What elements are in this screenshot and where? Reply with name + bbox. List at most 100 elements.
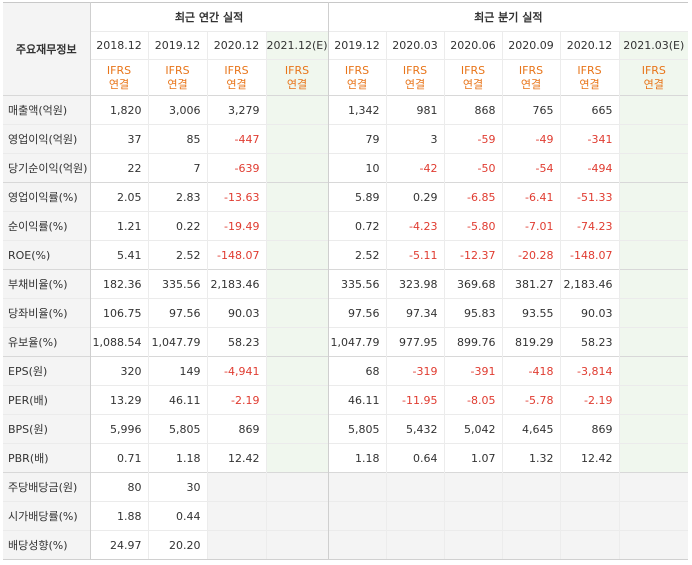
- value-cell: [618, 327, 689, 357]
- value-cell: 869: [559, 414, 620, 444]
- value-cell: 0.22: [147, 211, 207, 241]
- value-cell: 13.29: [89, 385, 148, 415]
- value-cell: 381.27: [501, 269, 561, 299]
- value-cell: -8.05: [443, 385, 503, 415]
- ifrs-line1: IFRS: [224, 63, 249, 77]
- row-label: 당좌비율(%): [3, 298, 90, 328]
- value-cell: 95.83: [443, 298, 503, 328]
- value-cell: -148.07: [559, 240, 620, 270]
- value-cell: 3: [385, 124, 445, 154]
- value-cell: 2,183.46: [559, 269, 620, 299]
- value-cell: 24.97: [89, 530, 148, 560]
- value-cell: 899.76: [443, 327, 503, 357]
- table-row: ROE(%) 5.41 2.52 -148.07 2.52 -5.11 -12.37 -20.…: [3, 240, 689, 270]
- value-cell: -50: [443, 153, 503, 183]
- ifrs-line2: 연결: [579, 77, 600, 91]
- value-cell: 90.03: [206, 298, 266, 328]
- value-cell: [265, 269, 329, 299]
- table-row: 순이익률(%) 1.21 0.22 -19.49 0.72 -4.23 -5.80 -7.01…: [3, 211, 689, 241]
- value-cell: 22: [89, 153, 148, 183]
- ifrs-label-quarter-2: IFRS 연결: [443, 59, 503, 96]
- value-cell: [206, 472, 266, 502]
- value-cell: [206, 501, 266, 531]
- ifrs-line1: IFRS: [344, 63, 370, 77]
- value-cell: [618, 211, 689, 241]
- value-cell: 4,645: [501, 414, 561, 444]
- value-cell: 765: [501, 95, 561, 125]
- value-cell: 2.05: [89, 182, 148, 212]
- value-cell: [265, 414, 329, 444]
- ifrs-label-annual-2: IFRS 연결: [206, 59, 266, 96]
- value-cell: [265, 327, 329, 357]
- value-cell: [327, 530, 387, 560]
- value-cell: 1,820: [89, 95, 148, 125]
- value-cell: 819.29: [501, 327, 561, 357]
- value-cell: [265, 298, 329, 328]
- row-label: 주당배당금(원): [3, 472, 90, 502]
- value-cell: 335.56: [147, 269, 207, 299]
- ifrs-label-quarter-5: IFRS 연결: [618, 59, 689, 96]
- row-label: PER(배): [3, 385, 90, 415]
- value-cell: 1,047.79: [147, 327, 207, 357]
- value-cell: -6.85: [443, 182, 503, 212]
- table-row: 주당배당금(원) 80 30: [3, 472, 689, 502]
- value-cell: [265, 124, 329, 154]
- value-cell: -5.78: [501, 385, 561, 415]
- value-cell: [559, 530, 620, 560]
- value-cell: 5,042: [443, 414, 503, 444]
- table-row: 배당성향(%) 24.97 20.20: [3, 530, 689, 560]
- value-cell: [265, 356, 329, 386]
- value-cell: 335.56: [327, 269, 387, 299]
- table-row: 당기순이익(억원) 22 7 -639 10 -42 -50 -54 -494: [3, 153, 689, 183]
- value-cell: [443, 472, 503, 502]
- value-cell: 46.11: [327, 385, 387, 415]
- ifrs-line2: 연결: [462, 77, 484, 91]
- value-cell: [443, 501, 503, 531]
- value-cell: [265, 211, 329, 241]
- value-cell: [265, 385, 329, 415]
- value-cell: -3,814: [559, 356, 620, 386]
- value-cell: [618, 385, 689, 415]
- table-row: PBR(배) 0.71 1.18 12.42 1.18 0.64 1.07 1.32 12.42: [3, 443, 689, 473]
- value-cell: [618, 530, 689, 560]
- value-cell: 1.07: [443, 443, 503, 473]
- value-cell: [559, 472, 620, 502]
- period-header-quarter-3: 2020.09: [501, 31, 561, 60]
- value-cell: 85: [147, 124, 207, 154]
- row-label: 유보율(%): [3, 327, 90, 357]
- value-cell: -54: [501, 153, 561, 183]
- value-cell: 2,183.46: [206, 269, 266, 299]
- value-cell: 10: [327, 153, 387, 183]
- value-cell: [618, 356, 689, 386]
- value-cell: 0.71: [89, 443, 148, 473]
- value-cell: 1,342: [327, 95, 387, 125]
- ifrs-label-quarter-0: IFRS 연결: [327, 59, 387, 96]
- value-cell: 1.18: [327, 443, 387, 473]
- value-cell: 0.29: [385, 182, 445, 212]
- ifrs-label-annual-3: IFRS 연결: [265, 59, 329, 96]
- value-cell: [327, 472, 387, 502]
- value-cell: [618, 472, 689, 502]
- row-label: 부채비율(%): [3, 269, 90, 299]
- period-header-annual-3: 2021.12(E): [265, 31, 329, 60]
- value-cell: [618, 298, 689, 328]
- row-label: 당기순이익(억원): [3, 153, 90, 183]
- ifrs-line1: IFRS: [402, 63, 428, 77]
- value-cell: -7.01: [501, 211, 561, 241]
- value-cell: 90.03: [559, 298, 620, 328]
- value-cell: 7: [147, 153, 207, 183]
- table-row: 당좌비율(%) 106.75 97.56 90.03 97.56 97.34 95.83 93…: [3, 298, 689, 328]
- value-cell: 58.23: [559, 327, 620, 357]
- value-cell: 1.32: [501, 443, 561, 473]
- value-cell: 30: [147, 472, 207, 502]
- row-label: 매출액(억원): [3, 95, 90, 125]
- ifrs-line2: 연결: [226, 77, 247, 91]
- value-cell: -19.49: [206, 211, 266, 241]
- value-cell: 869: [206, 414, 266, 444]
- period-header-quarter-5: 2021.03(E): [618, 31, 689, 60]
- value-cell: -5.11: [385, 240, 445, 270]
- quarter-group-header: 최근 분기 실적: [327, 2, 689, 32]
- ifrs-label-quarter-4: IFRS 연결: [559, 59, 620, 96]
- value-cell: 320: [89, 356, 148, 386]
- value-cell: [618, 240, 689, 270]
